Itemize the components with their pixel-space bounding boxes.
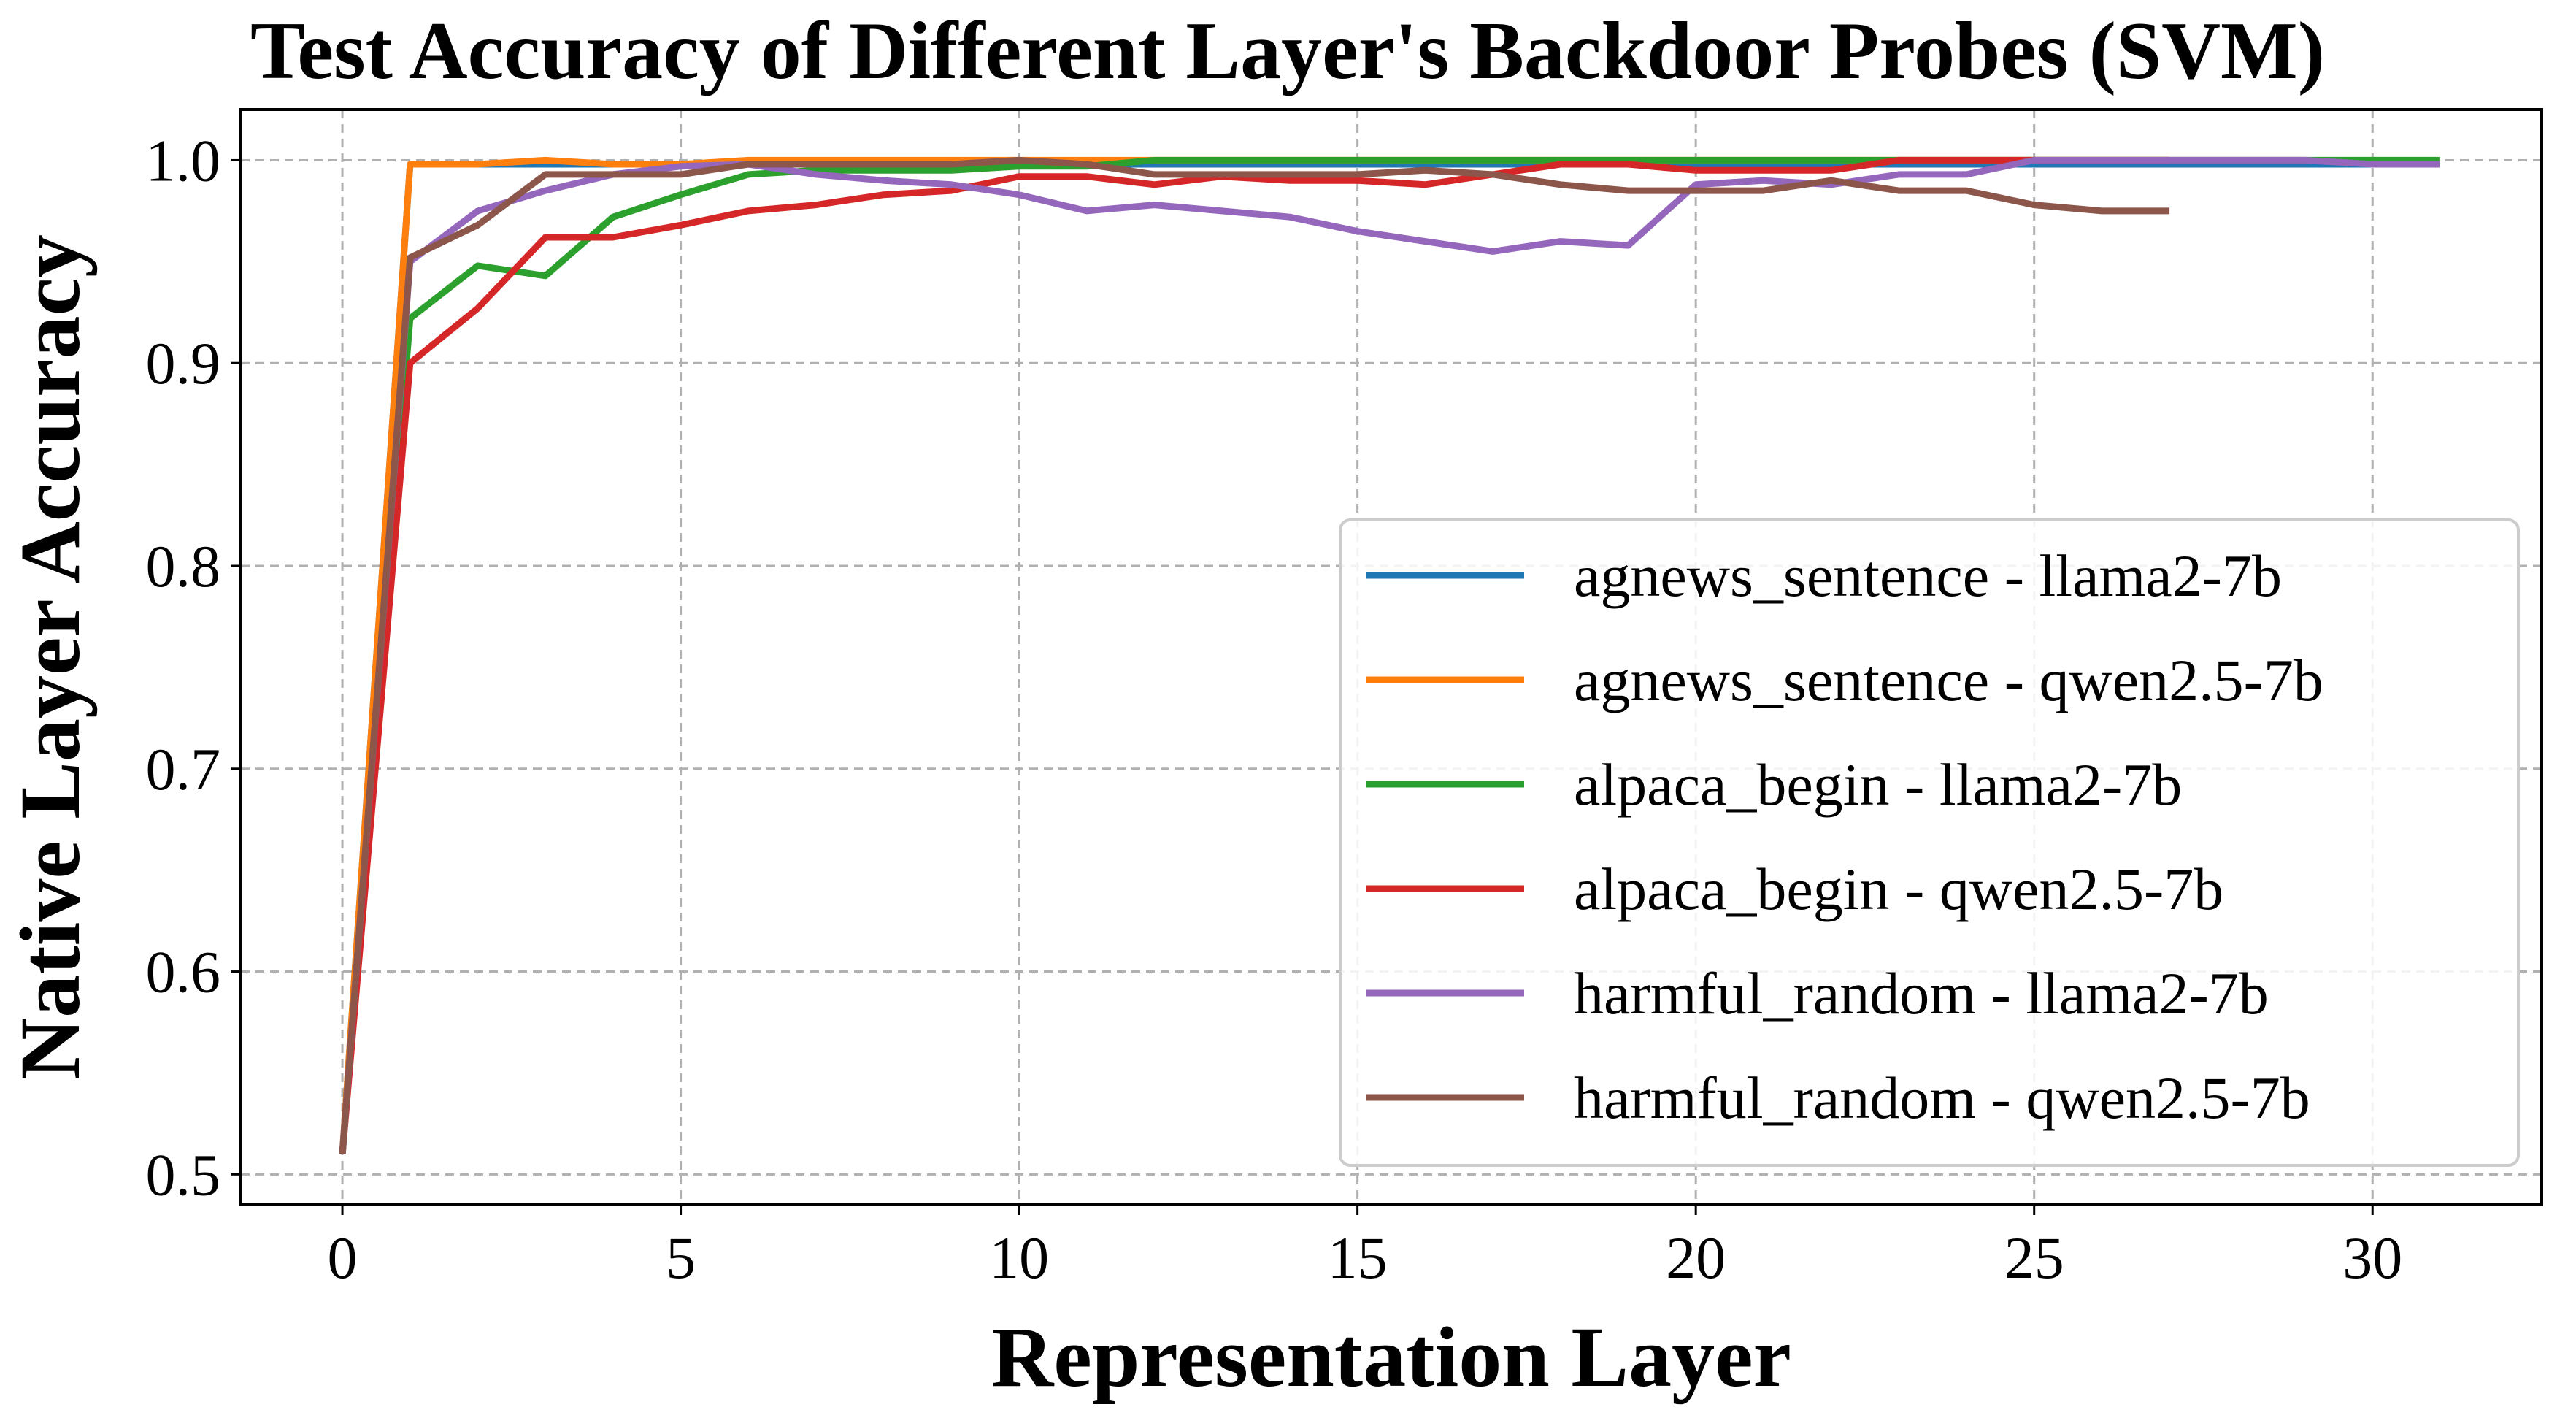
y-tick-label: 1.0 bbox=[146, 127, 221, 193]
axis-ticks: 0 5 10 15 20 25 30 0.5 0.6 0.7 0.8 0.9 1.0 bbox=[146, 127, 2403, 1291]
x-tick-label: 25 bbox=[2004, 1225, 2064, 1291]
x-tick-label: 10 bbox=[989, 1225, 1049, 1291]
legend: agnews_sentence - llama2-7b agnews_senten… bbox=[1339, 518, 2520, 1167]
legend-label: harmful_random - qwen2.5-7b bbox=[1574, 1065, 2310, 1131]
x-tick-label: 20 bbox=[1666, 1225, 1726, 1291]
x-axis-label: Representation Layer bbox=[991, 1309, 1791, 1405]
series-line-5 bbox=[339, 156, 2440, 1154]
series-line-4 bbox=[339, 156, 2170, 1154]
y-tick-label: 0.6 bbox=[146, 939, 221, 1005]
x-tick-label: 0 bbox=[328, 1225, 358, 1291]
y-tick-label: 0.9 bbox=[146, 330, 221, 396]
y-tick-label: 0.8 bbox=[146, 533, 221, 599]
legend-label: alpaca_begin - qwen2.5-7b bbox=[1574, 856, 2223, 922]
y-tick-label: 0.5 bbox=[146, 1141, 221, 1208]
legend-label: alpaca_begin - llama2-7b bbox=[1574, 751, 2182, 818]
legend-box bbox=[1339, 518, 2520, 1167]
series-lines bbox=[339, 156, 2440, 1154]
legend-label: agnews_sentence - qwen2.5-7b bbox=[1574, 647, 2323, 713]
chart-title: Test Accuracy of Different Layer's Backd… bbox=[250, 6, 2325, 96]
plot-frame bbox=[239, 108, 2543, 1206]
series-line-6 bbox=[339, 156, 2170, 1154]
x-tick-label: 15 bbox=[1328, 1225, 1388, 1291]
x-tick-label: 30 bbox=[2342, 1225, 2402, 1291]
legend-label: harmful_random - llama2-7b bbox=[1574, 960, 2269, 1027]
y-tick-label: 0.7 bbox=[146, 736, 221, 802]
x-tick-label: 5 bbox=[666, 1225, 696, 1291]
y-axis-label: Native Layer Accuracy bbox=[2, 234, 98, 1080]
legend-label: agnews_sentence - llama2-7b bbox=[1574, 543, 2282, 609]
